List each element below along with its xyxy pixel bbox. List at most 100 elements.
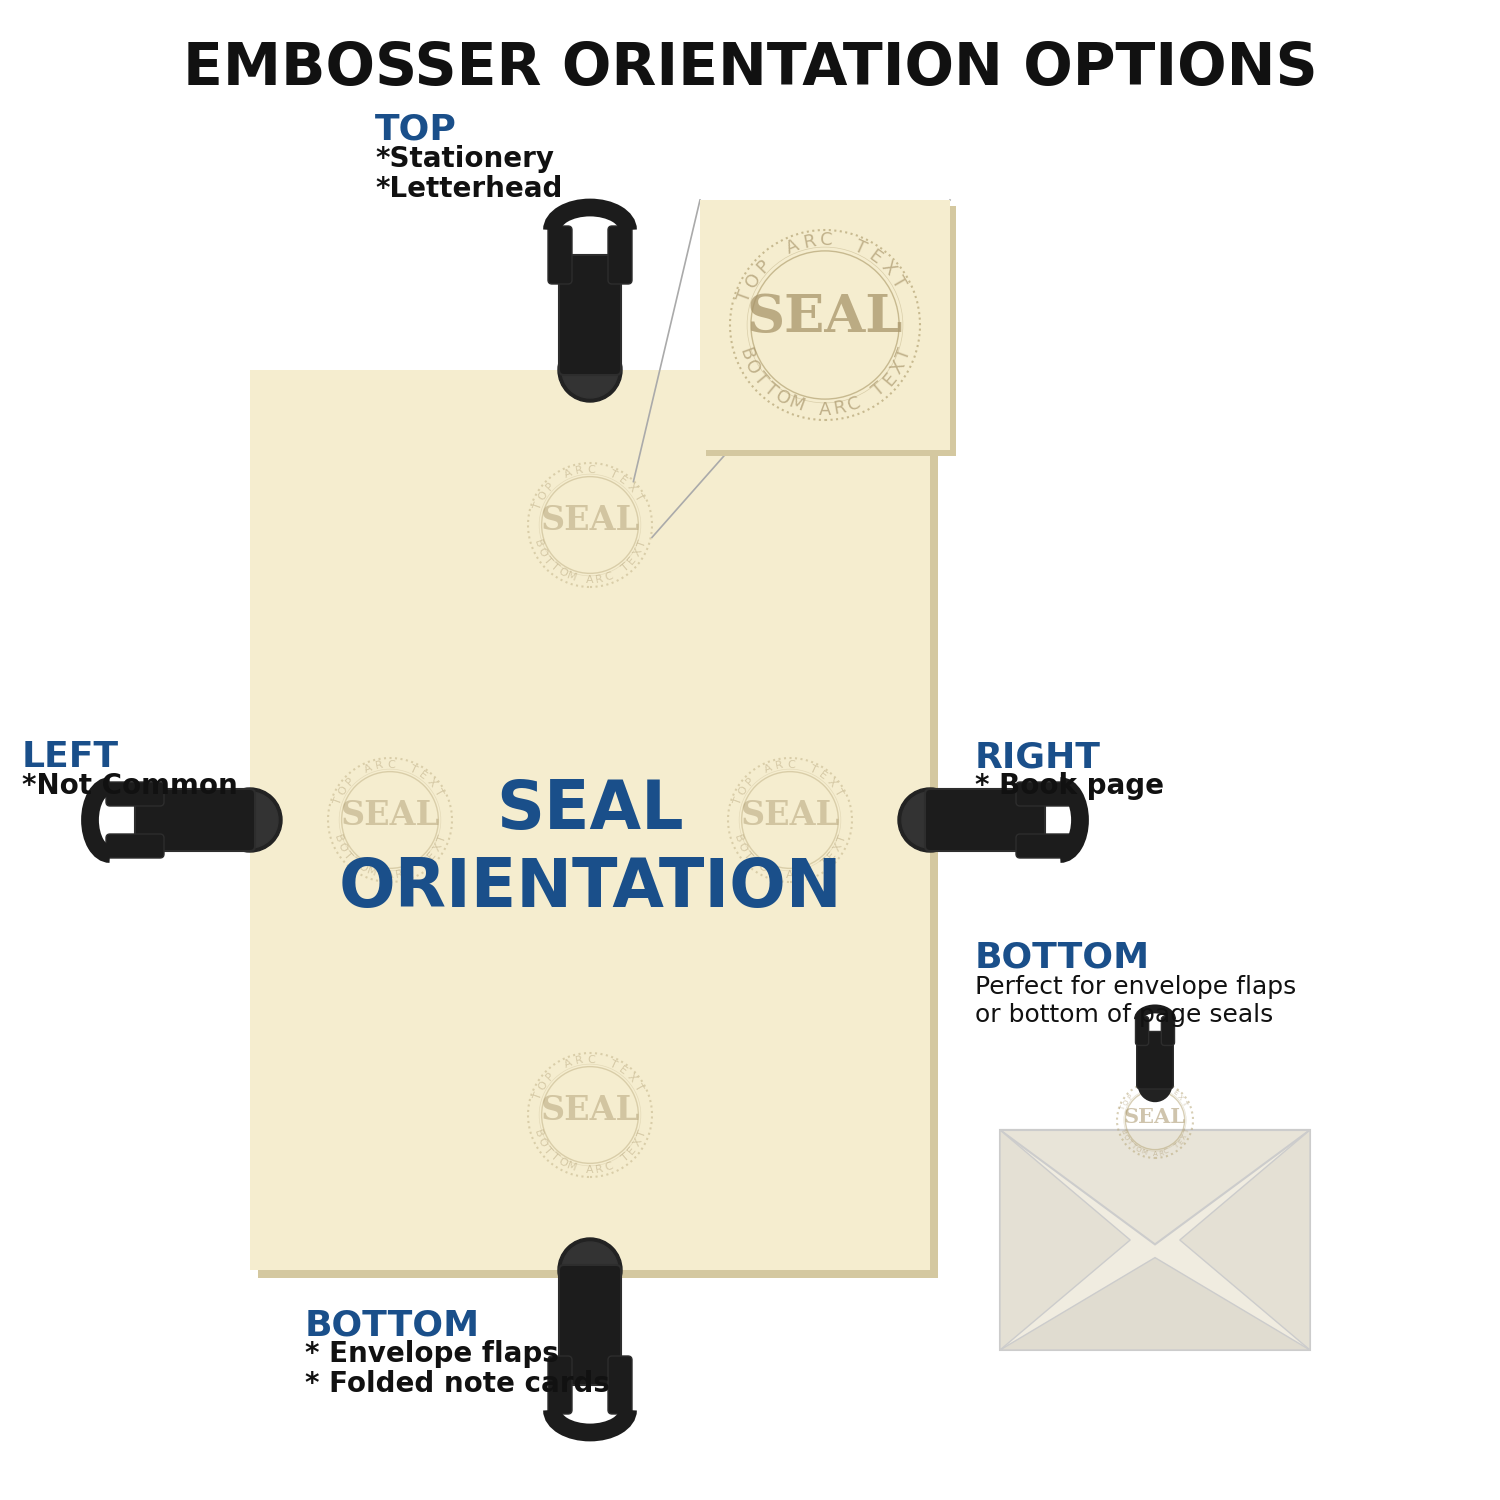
Text: B: B xyxy=(732,834,744,844)
FancyBboxPatch shape xyxy=(1161,1017,1174,1046)
FancyBboxPatch shape xyxy=(106,782,164,806)
Text: A: A xyxy=(1152,1150,1158,1156)
Text: * Folded note cards: * Folded note cards xyxy=(304,1370,610,1398)
Text: T: T xyxy=(549,561,561,573)
Text: R: R xyxy=(776,760,784,771)
Text: T: T xyxy=(1125,1138,1132,1146)
Text: P: P xyxy=(753,256,774,278)
Text: C: C xyxy=(821,231,833,249)
Text: B: B xyxy=(532,1128,544,1138)
FancyBboxPatch shape xyxy=(706,206,956,456)
FancyBboxPatch shape xyxy=(608,226,631,284)
Text: T: T xyxy=(348,856,360,868)
Circle shape xyxy=(902,792,958,847)
Text: M: M xyxy=(364,865,378,877)
Text: T: T xyxy=(1130,1142,1137,1149)
Text: B: B xyxy=(332,834,344,844)
Circle shape xyxy=(558,1238,622,1302)
Text: O: O xyxy=(536,546,549,560)
Text: RIGHT: RIGHT xyxy=(975,740,1101,774)
Text: X: X xyxy=(831,842,844,854)
Text: X: X xyxy=(825,777,837,789)
Text: T: T xyxy=(836,834,848,844)
Text: X: X xyxy=(632,1137,644,1149)
Text: E: E xyxy=(616,474,628,486)
Text: *Stationery: *Stationery xyxy=(375,146,554,172)
Text: M: M xyxy=(765,865,777,877)
FancyBboxPatch shape xyxy=(926,789,1046,850)
Text: E: E xyxy=(1172,1089,1179,1096)
Text: O: O xyxy=(1134,1146,1142,1154)
Text: A: A xyxy=(363,764,374,776)
Text: C: C xyxy=(1164,1148,1170,1155)
Text: E: E xyxy=(865,246,885,267)
Text: T: T xyxy=(608,1059,618,1071)
Text: X: X xyxy=(424,777,438,789)
Text: C: C xyxy=(586,1054,596,1065)
FancyBboxPatch shape xyxy=(1137,1032,1173,1089)
Text: A: A xyxy=(783,237,801,258)
Text: T: T xyxy=(420,856,432,868)
Text: T: T xyxy=(632,1082,644,1094)
Text: ORIENTATION: ORIENTATION xyxy=(338,855,842,921)
Text: X: X xyxy=(432,842,444,854)
Text: C: C xyxy=(844,394,862,416)
Text: T: T xyxy=(833,788,844,798)
Text: T: T xyxy=(888,273,909,292)
Text: T: T xyxy=(1180,1100,1188,1107)
Text: O: O xyxy=(556,1156,568,1170)
Text: * Envelope flaps: * Envelope flaps xyxy=(304,1340,558,1368)
Text: A: A xyxy=(562,468,574,480)
Text: T: T xyxy=(1119,1106,1126,1112)
Text: O: O xyxy=(736,784,750,798)
Text: B: B xyxy=(735,345,756,363)
Text: SEAL: SEAL xyxy=(496,777,684,843)
Text: T: T xyxy=(732,796,744,806)
Text: R: R xyxy=(394,868,405,880)
Text: R: R xyxy=(795,868,804,880)
Text: T: T xyxy=(760,380,780,400)
Text: O: O xyxy=(742,270,765,291)
Text: T: T xyxy=(1173,1142,1180,1149)
Text: SEAL: SEAL xyxy=(340,798,439,831)
Text: P: P xyxy=(1126,1094,1134,1100)
FancyBboxPatch shape xyxy=(548,1356,572,1414)
Text: SEAL: SEAL xyxy=(540,1094,639,1126)
Circle shape xyxy=(217,788,282,852)
Text: A: A xyxy=(764,764,774,776)
Text: P: P xyxy=(544,1071,556,1083)
Text: Perfect for envelope flaps: Perfect for envelope flaps xyxy=(975,975,1296,999)
Text: E: E xyxy=(626,1144,639,1156)
Text: T: T xyxy=(408,764,419,776)
Text: X: X xyxy=(626,482,638,495)
Text: or bottom of page seals: or bottom of page seals xyxy=(975,1004,1274,1028)
Text: C: C xyxy=(1154,1083,1158,1089)
Text: R: R xyxy=(574,1054,585,1066)
Text: T: T xyxy=(735,288,756,304)
Text: *Letterhead: *Letterhead xyxy=(375,176,562,202)
Text: O: O xyxy=(336,842,348,854)
Text: T: T xyxy=(852,237,868,258)
Text: E: E xyxy=(616,1065,628,1077)
Text: T: T xyxy=(608,470,618,482)
Text: O: O xyxy=(756,861,768,874)
Text: T: T xyxy=(1166,1086,1172,1094)
Text: T: T xyxy=(748,856,760,868)
Text: A: A xyxy=(386,870,394,880)
Polygon shape xyxy=(1000,1130,1130,1350)
Text: T: T xyxy=(741,849,753,861)
Text: B: B xyxy=(1119,1128,1126,1136)
Text: E: E xyxy=(879,369,900,390)
Text: R: R xyxy=(1146,1083,1152,1090)
Text: C: C xyxy=(788,760,795,770)
Text: C: C xyxy=(804,865,814,877)
Text: TOP: TOP xyxy=(375,112,458,146)
Text: T: T xyxy=(436,834,447,844)
Text: E: E xyxy=(1178,1138,1185,1146)
Text: T: T xyxy=(894,345,915,362)
Text: B: B xyxy=(532,538,544,549)
Text: R: R xyxy=(375,760,384,771)
FancyBboxPatch shape xyxy=(560,255,621,375)
FancyBboxPatch shape xyxy=(1016,782,1074,806)
Text: O: O xyxy=(1122,1098,1130,1106)
